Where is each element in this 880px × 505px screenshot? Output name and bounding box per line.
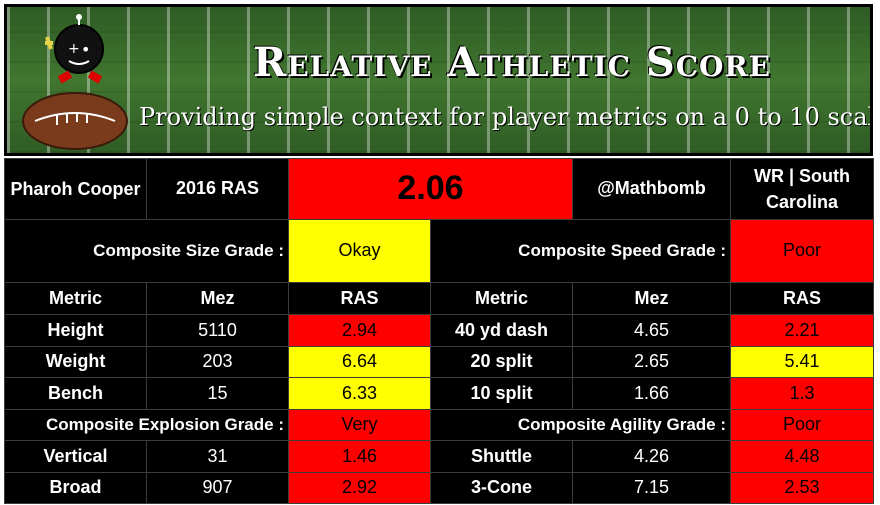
metric-name: 40 yd dash xyxy=(430,314,573,347)
metric-name: 20 split xyxy=(430,345,573,379)
metric-mez: 31 xyxy=(146,440,289,473)
metric-name: 10 split xyxy=(430,377,573,410)
composite-speed-grade: Poor xyxy=(730,218,874,283)
author-handle: @Mathbomb xyxy=(572,158,731,220)
metric-ras: 6.64 xyxy=(288,345,431,379)
column-header-mez: Mez xyxy=(146,281,289,316)
ras-score-table: Pharoh Cooper 2016 RAS 2.06 @Mathbomb WR… xyxy=(4,158,874,505)
metric-name: Height xyxy=(4,314,147,347)
column-header-row: Metric Mez RAS Metric Mez RAS xyxy=(4,281,874,316)
metric-name: Broad xyxy=(4,471,147,505)
metric-ras: 2.94 xyxy=(288,314,431,347)
metric-mez: 4.26 xyxy=(572,440,731,473)
ras-score: 2.06 xyxy=(288,158,573,220)
composite-agility-grade: Poor xyxy=(730,408,874,442)
table-row: Broad 907 2.92 3-Cone 7.15 2.53 xyxy=(4,471,874,505)
metric-name: Shuttle xyxy=(430,440,573,473)
composite-size-speed-row: Composite Size Grade : Okay Composite Sp… xyxy=(4,218,874,283)
ras-label: 2016 RAS xyxy=(146,158,289,220)
svg-text:•: • xyxy=(81,40,90,59)
composite-explosion-label: Composite Explosion Grade : xyxy=(4,408,289,442)
column-header-metric: Metric xyxy=(4,281,147,316)
table-row: Vertical 31 1.46 Shuttle 4.26 4.48 xyxy=(4,440,874,473)
svg-text:+: + xyxy=(68,41,80,57)
metric-mez: 907 xyxy=(146,471,289,505)
metric-mez: 4.65 xyxy=(572,314,731,347)
page-title: Relative Athletic Score xyxy=(252,39,772,86)
composite-size-label: Composite Size Grade : xyxy=(4,218,289,283)
metric-ras: 1.46 xyxy=(288,440,431,473)
composite-speed-label: Composite Speed Grade : xyxy=(430,218,731,283)
metric-ras: 4.48 xyxy=(730,440,874,473)
metric-mez: 7.15 xyxy=(572,471,731,505)
metric-mez: 2.65 xyxy=(572,345,731,379)
composite-explosion-grade: Very xyxy=(288,408,431,442)
column-header-mez: Mez xyxy=(572,281,731,316)
metric-mez: 1.66 xyxy=(572,377,731,410)
metric-name: Weight xyxy=(4,345,147,379)
metric-ras: 5.41 xyxy=(730,345,874,379)
page-subtitle: Providing simple context for player metr… xyxy=(139,103,873,131)
metric-ras: 6.33 xyxy=(288,377,431,410)
composite-agility-label: Composite Agility Grade : xyxy=(430,408,731,442)
metric-mez: 15 xyxy=(146,377,289,410)
position-school: WR | South Carolina xyxy=(730,158,874,220)
metric-ras: 1.3 xyxy=(730,377,874,410)
metric-ras: 2.92 xyxy=(288,471,431,505)
player-info-row: Pharoh Cooper 2016 RAS 2.06 @Mathbomb WR… xyxy=(4,158,874,220)
table-row: Height 5110 2.94 40 yd dash 4.65 2.21 xyxy=(4,314,874,347)
metric-name: Bench xyxy=(4,377,147,410)
football-field-background xyxy=(7,7,870,153)
metric-name: Vertical xyxy=(4,440,147,473)
header-banner: + • Relative Athletic Score Providing si… xyxy=(4,4,873,156)
table-row: Weight 203 6.64 20 split 2.65 5.41 xyxy=(4,345,874,379)
column-header-metric: Metric xyxy=(430,281,573,316)
metric-mez: 5110 xyxy=(146,314,289,347)
robot-football-logo-icon: + • xyxy=(22,14,128,150)
column-header-ras: RAS xyxy=(730,281,874,316)
column-header-ras: RAS xyxy=(288,281,431,316)
metric-mez: 203 xyxy=(146,345,289,379)
composite-explosion-agility-row: Composite Explosion Grade : Very Composi… xyxy=(4,408,874,442)
composite-size-grade: Okay xyxy=(288,218,431,283)
metric-ras: 2.53 xyxy=(730,471,874,505)
table-row: Bench 15 6.33 10 split 1.66 1.3 xyxy=(4,377,874,410)
player-name: Pharoh Cooper xyxy=(4,158,147,220)
metric-name: 3-Cone xyxy=(430,471,573,505)
metric-ras: 2.21 xyxy=(730,314,874,347)
